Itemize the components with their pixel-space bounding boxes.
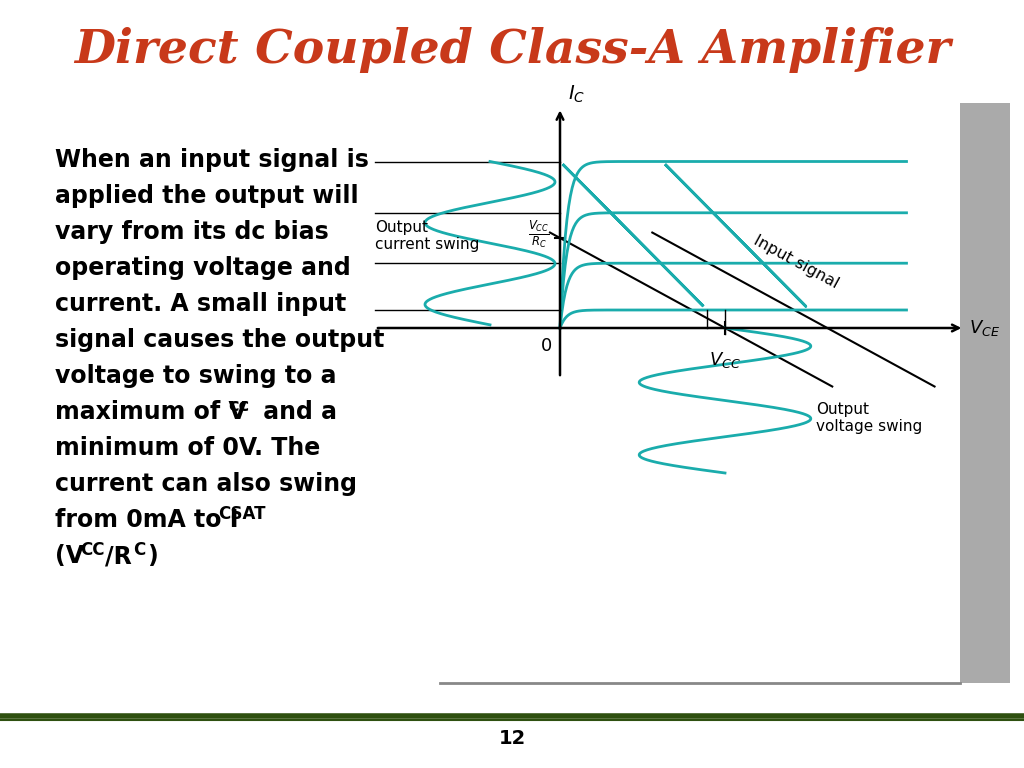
Text: maximum of V: maximum of V <box>55 400 247 424</box>
Text: $\frac{V_{CC}}{R_C}$: $\frac{V_{CC}}{R_C}$ <box>528 218 550 250</box>
Text: Output
voltage swing: Output voltage swing <box>816 402 922 434</box>
Text: $V_{CC}$: $V_{CC}$ <box>709 350 741 370</box>
Text: 12: 12 <box>499 729 525 747</box>
Text: operating voltage and: operating voltage and <box>55 256 351 280</box>
Text: C: C <box>133 541 145 559</box>
Text: voltage to swing to a: voltage to swing to a <box>55 364 337 388</box>
Text: $V_{CE}$: $V_{CE}$ <box>969 318 1000 338</box>
Text: minimum of 0V. The: minimum of 0V. The <box>55 436 321 460</box>
Text: ): ) <box>147 544 158 568</box>
Text: Direct Coupled Class-A Amplifier: Direct Coupled Class-A Amplifier <box>74 27 950 73</box>
Bar <box>961 103 1010 683</box>
Text: applied the output will: applied the output will <box>55 184 358 208</box>
Text: and a: and a <box>255 400 337 424</box>
Text: $I_C$: $I_C$ <box>568 84 586 104</box>
Text: Input signal: Input signal <box>752 233 842 291</box>
Text: CC: CC <box>80 541 104 559</box>
Text: 0: 0 <box>541 337 552 355</box>
Text: (V: (V <box>55 544 84 568</box>
Text: CSAT: CSAT <box>218 505 265 523</box>
Text: When an input signal is: When an input signal is <box>55 148 369 172</box>
Text: Output
current swing: Output current swing <box>375 220 479 252</box>
Text: from 0mA to I: from 0mA to I <box>55 508 239 532</box>
Text: current can also swing: current can also swing <box>55 472 357 496</box>
Text: current. A small input: current. A small input <box>55 292 346 316</box>
Text: signal causes the output: signal causes the output <box>55 328 384 352</box>
Text: cc: cc <box>228 397 249 415</box>
Text: /R: /R <box>105 544 132 568</box>
Text: vary from its dc bias: vary from its dc bias <box>55 220 329 244</box>
